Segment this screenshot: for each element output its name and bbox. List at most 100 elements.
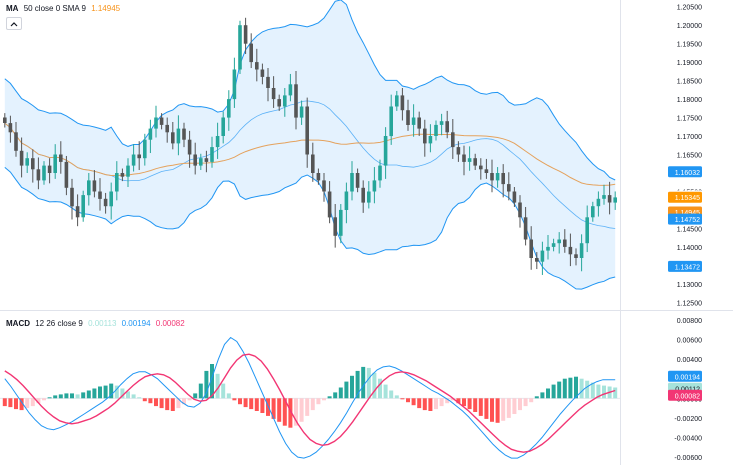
candle-body xyxy=(210,147,214,162)
price-tick-label: 1.12500 xyxy=(677,300,702,307)
candle-body xyxy=(535,258,539,262)
candle-body xyxy=(350,173,354,192)
macd-tick-label: 0.00800 xyxy=(677,318,702,325)
macd-histogram-bar xyxy=(226,393,231,399)
candle-body xyxy=(467,158,472,162)
price-tick-label: 1.16500 xyxy=(677,153,702,160)
macd-histogram-bar xyxy=(36,398,41,404)
candle-body xyxy=(372,180,377,192)
candle-body xyxy=(327,191,332,218)
price-tick-label: 1.20500 xyxy=(677,5,702,12)
candle-body xyxy=(557,239,561,244)
macd-histogram-bar xyxy=(450,398,455,401)
macd-histogram-bar xyxy=(546,388,550,399)
candle-body xyxy=(8,123,13,133)
candle-body xyxy=(59,154,63,162)
candle-body xyxy=(171,132,175,144)
macd-histogram-bar xyxy=(355,370,360,399)
ma-legend-value: 1.14945 xyxy=(91,4,121,13)
price-tag-lower-band: 1.13472 xyxy=(668,260,702,272)
macd-histogram-bar xyxy=(75,394,80,399)
macd-histogram-bar xyxy=(266,398,270,416)
candle-body xyxy=(53,154,57,173)
macd-histogram-bar xyxy=(30,398,35,407)
candle-body xyxy=(400,95,405,111)
macd-tag-label: 0.00194 xyxy=(675,374,700,381)
macd-legend-params: 12 26 close 9 xyxy=(35,319,83,328)
candle-body xyxy=(473,158,477,166)
price-tag-label: 1.14945 xyxy=(675,210,700,217)
candle-body xyxy=(456,147,461,155)
candle-body xyxy=(389,106,393,137)
macd-histogram-bar xyxy=(574,376,578,399)
candle-body xyxy=(579,243,584,258)
macd-histogram-bar xyxy=(551,384,556,399)
macd-histogram-bar xyxy=(383,384,388,399)
candle-body xyxy=(165,124,169,133)
price-tick-label: 1.13000 xyxy=(677,282,702,289)
candle-body xyxy=(518,202,522,218)
candle-body xyxy=(574,254,578,258)
candle-body xyxy=(523,217,528,240)
macd-histogram-bar xyxy=(579,378,584,399)
price-tag-mid-band: 1.14752 xyxy=(668,213,702,225)
macd-histogram-bar xyxy=(462,398,466,407)
macd-histogram-bar xyxy=(478,398,483,416)
macd-histogram-bar xyxy=(422,398,427,411)
macd-signal-line xyxy=(4,353,616,453)
price-tag-box xyxy=(668,260,702,272)
macd-tick-label: 0.00600 xyxy=(677,338,702,345)
chevron-up-icon xyxy=(10,21,18,26)
macd-histogram-bar xyxy=(389,390,394,399)
candle-body xyxy=(109,191,113,207)
candle-body xyxy=(462,154,466,162)
macd-histogram-bar xyxy=(114,385,119,399)
macd-histogram-bar xyxy=(327,396,332,399)
candle-body xyxy=(585,217,589,244)
candle-body xyxy=(187,139,192,155)
macd-histogram-bar xyxy=(8,398,13,408)
legend-collapse-button[interactable] xyxy=(6,17,22,30)
macd-histogram-bar xyxy=(529,398,534,403)
candle-body xyxy=(339,209,343,236)
macd-histogram-bar xyxy=(64,393,69,399)
candle-body xyxy=(87,180,91,196)
candles-group xyxy=(3,17,617,275)
macd-histogram-bar xyxy=(198,383,203,399)
candle-body xyxy=(221,117,225,136)
candle-body xyxy=(495,173,500,181)
macd-histogram-bar xyxy=(137,397,142,399)
candle-body xyxy=(215,136,220,148)
candle-body xyxy=(551,243,556,247)
candle-body xyxy=(383,136,388,166)
candle-body xyxy=(434,124,438,136)
macd-histogram-bar xyxy=(350,375,354,399)
macd-histogram-bar xyxy=(322,398,326,401)
candle-body xyxy=(406,110,410,125)
macd-histogram-bar xyxy=(372,372,377,399)
candle-body xyxy=(546,246,550,251)
candle-body xyxy=(271,88,276,100)
macd-histogram-bar xyxy=(333,392,338,399)
macd-histogram-bar xyxy=(288,398,293,428)
candle-body xyxy=(277,99,281,107)
macd-histogram-bar xyxy=(490,398,494,422)
macd-histogram-bar xyxy=(310,398,315,411)
macd-histogram-bar xyxy=(305,398,310,416)
macd-histogram-bar xyxy=(439,398,444,407)
price-tick-label: 1.17000 xyxy=(677,134,702,141)
macd-histogram-bar xyxy=(294,398,298,426)
bollinger-band-fill xyxy=(4,0,616,290)
candle-body xyxy=(299,106,304,118)
candle-body xyxy=(19,150,24,166)
candle-body xyxy=(283,95,287,107)
price-tag-box xyxy=(668,213,702,225)
candle-body xyxy=(182,128,186,140)
macd-histogram-bar xyxy=(277,398,282,422)
candle-body xyxy=(490,173,494,181)
candle-body xyxy=(143,139,147,159)
ma-line xyxy=(4,122,616,186)
macd-histogram-bar xyxy=(221,383,226,399)
macd-histogram-bar xyxy=(249,398,254,410)
